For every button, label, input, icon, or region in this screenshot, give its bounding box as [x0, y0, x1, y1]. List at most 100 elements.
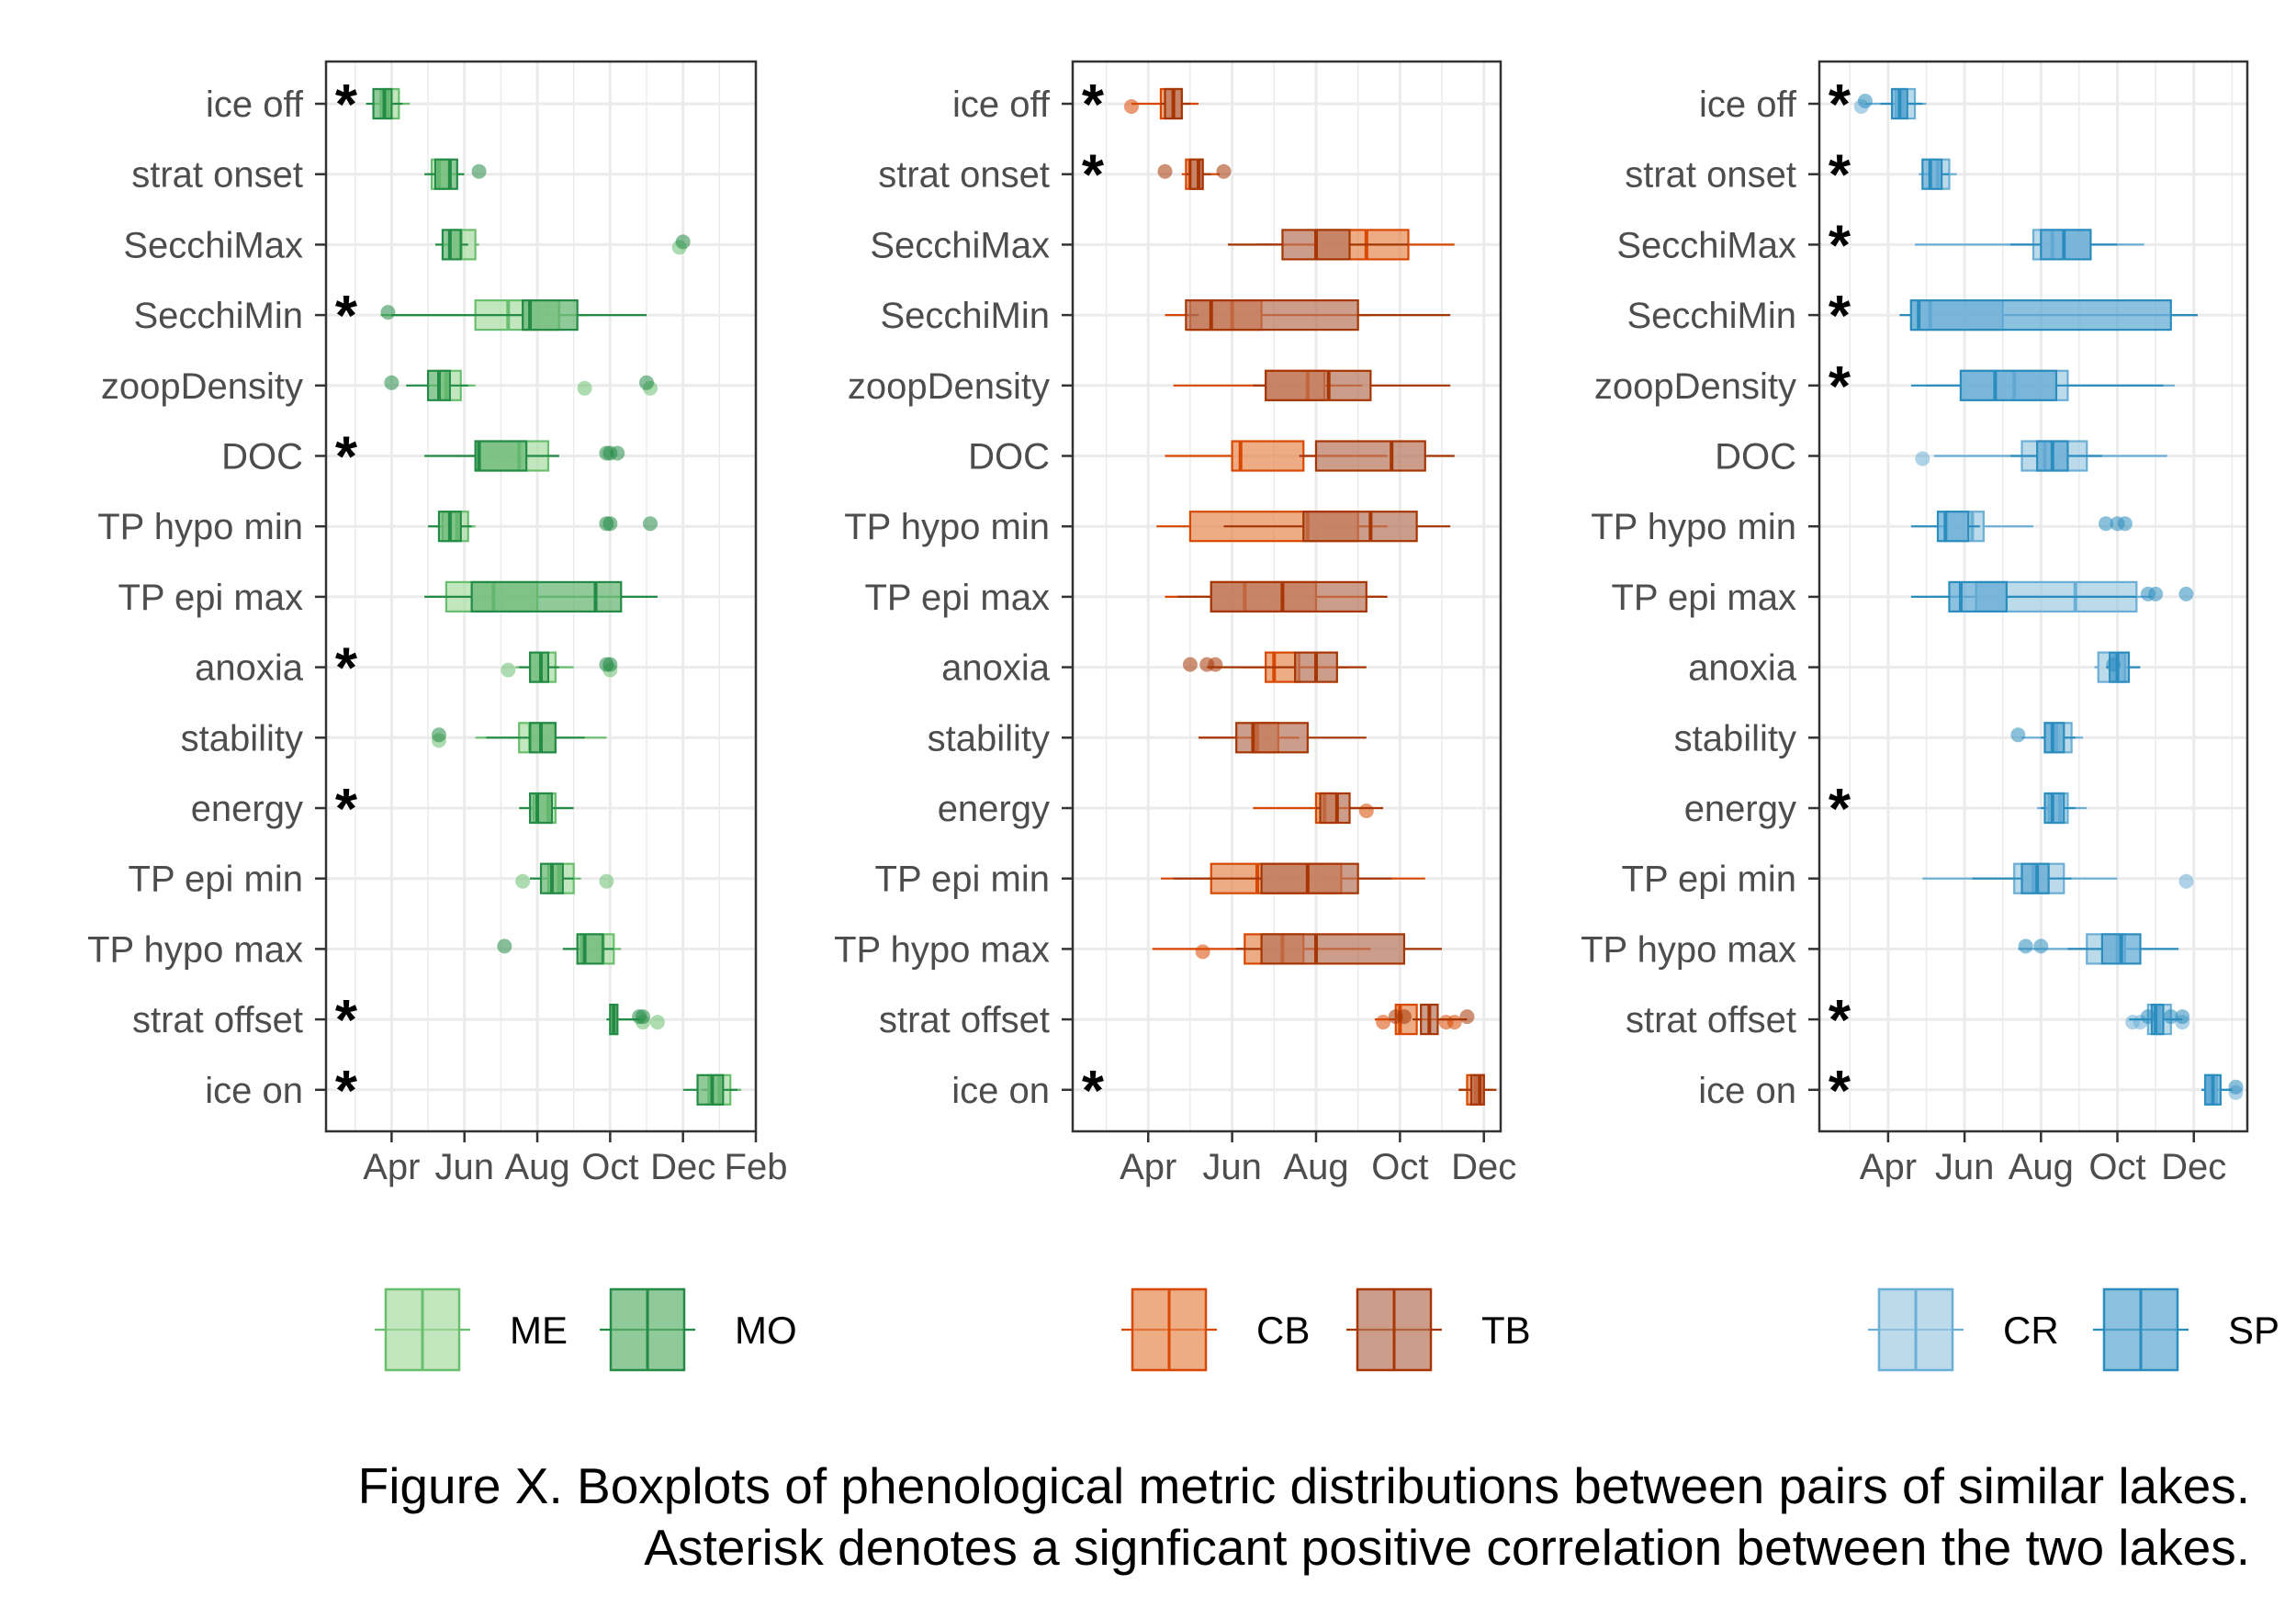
outlier-point: [1459, 1009, 1475, 1025]
x-axis: Apr Jun Aug Oct Dec: [1120, 1131, 1516, 1187]
box-iqr: [2040, 229, 2092, 261]
y-axis: ice off strat onset SecchiMax SecchiMin zoop…: [87, 84, 326, 1111]
box-iqr: [1959, 369, 2058, 401]
y-tick-label: ice off: [1699, 84, 1797, 125]
box-mo-tp-epi-max: [424, 580, 658, 613]
legend-key-sp: SP: [2093, 1287, 2279, 1372]
series-mo: [366, 87, 738, 1106]
x-tick-label: Aug: [1283, 1147, 1348, 1187]
y-tick-label: TP hypo min: [844, 507, 1050, 547]
outlier-point: [471, 163, 487, 179]
y-axis: ice off strat onset SecchiMax SecchiMin zoop…: [834, 84, 1073, 1111]
box-tb-strat-offset: [1388, 1003, 1475, 1036]
panel-2: * * * ice off strat onset SecchiMax SecchiMin z…: [834, 60, 1531, 1372]
asterisk-ice-on: *: [335, 1060, 358, 1123]
legend-key-cb: CB: [1121, 1287, 1310, 1372]
outlier-point: [1358, 804, 1374, 818]
x-tick-label: Apr: [363, 1147, 420, 1187]
y-tick-label: SecchiMax: [870, 225, 1050, 265]
box-mo-secchimax: [434, 229, 691, 261]
outlier-point: [515, 873, 531, 889]
outlier-point: [636, 1009, 651, 1025]
asterisk-strat-onset: *: [1082, 144, 1105, 208]
box-sp-stability: [2010, 722, 2076, 754]
box-iqr: [474, 440, 528, 472]
series-tb: [1157, 87, 1497, 1106]
asterisk-ice-off: *: [1829, 73, 1851, 137]
asterisk-zoopdensity: *: [1829, 355, 1851, 419]
series-sp: [1857, 87, 2244, 1106]
box-sp-secchimax: [2010, 229, 2118, 261]
asterisk-energy: *: [1829, 778, 1851, 841]
box-mo-ice-off: [366, 87, 403, 120]
x-tick-label: Oct: [2088, 1147, 2145, 1187]
outlier-point: [1376, 1015, 1391, 1030]
box-tb-energy: [1315, 792, 1384, 825]
outlier-point: [380, 305, 396, 320]
significance-markers: ********: [1829, 73, 1851, 1123]
outlier-point: [2175, 1009, 2190, 1025]
x-tick-label: Apr: [1120, 1147, 1176, 1187]
box-sp-tp-epi-min: [1972, 862, 2072, 894]
box-tb-doc: [1299, 440, 1455, 472]
box-iqr: [1314, 440, 1426, 472]
outlier-point: [1915, 451, 1930, 466]
outlier-point: [1157, 163, 1173, 179]
box-iqr: [1469, 1073, 1485, 1106]
y-tick-label: zoopDensity: [1594, 366, 1796, 407]
x-axis: Apr Jun Aug Oct Dec Feb: [363, 1131, 787, 1187]
y-tick-label: strat offset: [879, 1000, 1050, 1040]
box-tb-strat-onset: [1157, 158, 1232, 190]
box-mo-ice-on: [682, 1073, 738, 1106]
x-tick-label: Oct: [1371, 1147, 1428, 1187]
box-tb-zoopdensity: [1253, 369, 1451, 401]
outlier-point: [1208, 657, 1223, 672]
box-tb-stability: [1199, 722, 1367, 754]
box-iqr: [1185, 299, 1359, 332]
legend: CB TB: [1121, 1287, 1531, 1372]
outlier-point: [2148, 586, 2164, 601]
x-tick-label: Aug: [2009, 1147, 2074, 1187]
asterisk-energy: *: [335, 778, 358, 841]
outlier-point: [2033, 938, 2049, 954]
box-iqr: [1319, 792, 1351, 825]
x-tick-label: Dec: [2161, 1147, 2226, 1187]
outlier-point: [639, 375, 655, 390]
box-iqr: [1909, 299, 2172, 332]
box-iqr: [1260, 933, 1406, 965]
y-tick-label: TP epi min: [875, 860, 1050, 900]
y-tick-label: stability: [1674, 718, 1796, 759]
y-axis: ice off strat onset SecchiMax SecchiMin zoop…: [1581, 84, 1819, 1111]
y-tick-label: ice on: [1698, 1071, 1796, 1111]
asterisk-ice-on: *: [1082, 1060, 1105, 1123]
outlier-point: [2140, 1009, 2155, 1025]
box-sp-anoxia: [2106, 651, 2141, 683]
box-sp-zoopdensity: [1910, 369, 2164, 401]
box-sp-strat-onset: [1921, 158, 1950, 190]
y-tick-label: TP epi max: [864, 578, 1050, 618]
box-tb-tp-hypo-min: [1223, 511, 1451, 543]
box-iqr: [1188, 158, 1204, 190]
box-tb-tp-epi-max: [1177, 580, 1388, 613]
significance-markers: * * * * * * *: [335, 73, 358, 1123]
box-sp-tp-hypo-max: [2018, 933, 2179, 965]
asterisk-secchimin: *: [1829, 285, 1851, 348]
y-tick-label: TP hypo max: [87, 929, 303, 970]
box-mo-strat-onset: [424, 158, 487, 190]
box-mo-tp-hypo-min: [428, 511, 658, 543]
x-tick-label: Jun: [1935, 1147, 1995, 1187]
box-tb-ice-on: [1458, 1073, 1497, 1106]
legend-label: MO: [735, 1309, 797, 1352]
y-tick-label: zoopDensity: [848, 366, 1050, 407]
legend-label: ME: [510, 1309, 568, 1352]
legend-key-tb: TB: [1346, 1287, 1531, 1372]
y-tick-label: ice off: [206, 84, 304, 125]
box-tb-tp-epi-min: [1173, 862, 1392, 894]
asterisk-ice-off: *: [1082, 73, 1105, 137]
y-tick-label: DOC: [1715, 437, 1796, 478]
box-mo-tp-epi-min: [530, 862, 574, 894]
box-mo-zoopdensity: [384, 369, 655, 401]
outlier-point: [1446, 1015, 1462, 1030]
box-sp-secchimin: [1899, 299, 2198, 332]
legend-label: SP: [2228, 1309, 2279, 1352]
